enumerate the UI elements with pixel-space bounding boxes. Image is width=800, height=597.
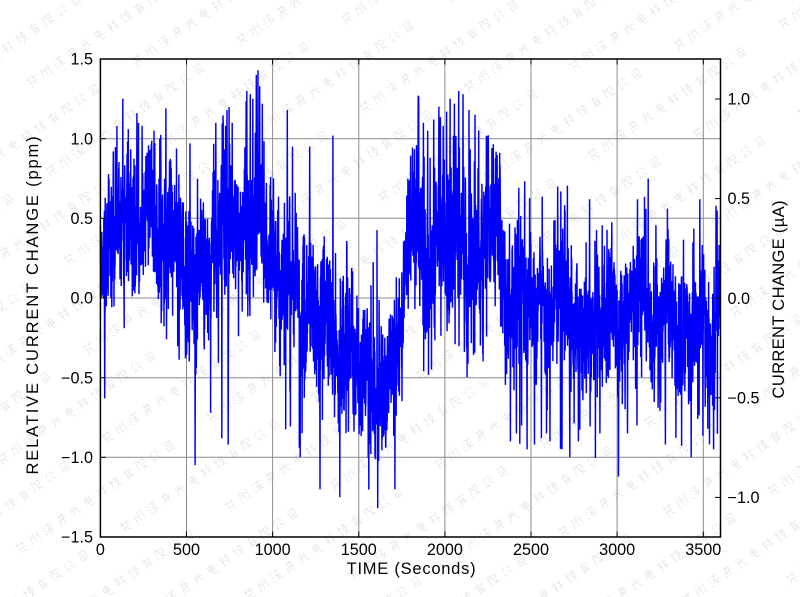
svg-text:1000: 1000 [255, 541, 291, 559]
svg-text:3000: 3000 [599, 541, 635, 559]
svg-text:0.5: 0.5 [70, 210, 93, 228]
svg-text:−0.5: −0.5 [61, 369, 93, 387]
svg-text:1500: 1500 [341, 541, 377, 559]
svg-text:0.0: 0.0 [728, 290, 751, 308]
svg-text:TIME (Seconds): TIME (Seconds) [347, 560, 477, 578]
svg-text:500: 500 [173, 541, 200, 559]
svg-text:−0.5: −0.5 [728, 389, 760, 407]
svg-text:2500: 2500 [513, 541, 549, 559]
svg-text:2000: 2000 [427, 541, 463, 559]
svg-text:0.5: 0.5 [728, 190, 751, 208]
svg-text:0: 0 [96, 541, 105, 559]
svg-text:0.0: 0.0 [70, 290, 93, 308]
svg-text:1.0: 1.0 [728, 91, 751, 109]
svg-text:−1.5: −1.5 [61, 529, 93, 547]
svg-text:CURRENT CHANGE (µA): CURRENT CHANGE (µA) [770, 200, 788, 398]
svg-text:3500: 3500 [685, 541, 721, 559]
svg-text:1.0: 1.0 [70, 130, 93, 148]
svg-text:RELATIVE CURRENT CHANGE (ppm): RELATIVE CURRENT CHANGE (ppm) [24, 135, 42, 475]
svg-text:−1.0: −1.0 [728, 489, 760, 507]
svg-text:1.5: 1.5 [70, 51, 93, 69]
svg-text:−1.0: −1.0 [61, 449, 93, 467]
